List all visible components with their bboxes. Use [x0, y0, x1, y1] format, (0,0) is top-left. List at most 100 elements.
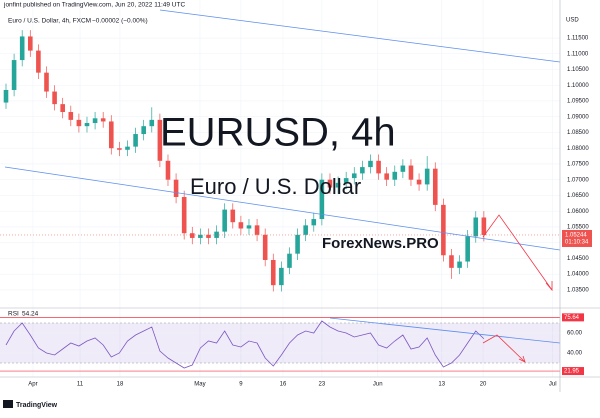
- rsi-level-label: 21.95: [564, 369, 580, 375]
- candle-body: [11, 60, 17, 90]
- candle-body: [36, 50, 41, 73]
- candle-body: [149, 119, 155, 127]
- candle-body: [376, 160, 381, 174]
- candle-body: [327, 179, 333, 188]
- candle-body: [392, 171, 398, 180]
- y-tick-label: 1.04500: [567, 256, 589, 262]
- candle-body: [44, 72, 49, 92]
- trend-line: [159, 9, 561, 63]
- y-tick-label: 1.09000: [567, 114, 589, 120]
- candle-body: [287, 253, 292, 268]
- symbol: Euro / U.S. Dollar, 4h, FXCM: [8, 18, 91, 25]
- y-tick-label: 1.06500: [567, 193, 589, 199]
- logo: [3, 400, 13, 408]
- candle-body: [457, 261, 462, 268]
- x-tick-label: 23: [319, 382, 326, 388]
- arrow-head: [545, 281, 553, 292]
- candle-body: [198, 234, 203, 238]
- x-tick-label: 11: [77, 382, 84, 388]
- candle-body: [311, 219, 317, 226]
- x-tick-label: 20: [480, 382, 487, 388]
- rsi-level-label: 75.64: [564, 315, 580, 321]
- rsi-level-tag: [562, 313, 584, 322]
- candle-body: [262, 234, 268, 260]
- candle-body: [222, 209, 227, 232]
- candle-body: [68, 112, 74, 120]
- published: jonfint published on TradingView.com, Ju…: [3, 2, 185, 9]
- candle-body: [319, 179, 325, 220]
- rsi-arrow: [482, 334, 526, 363]
- x-tick-label: Apr: [28, 382, 37, 388]
- candle-body: [368, 160, 373, 168]
- rsi-level-tag: [562, 367, 584, 376]
- candle-body: [335, 182, 341, 188]
- change: −0.00002 (−0.00%): [92, 18, 148, 25]
- candle-body: [416, 179, 422, 185]
- candle-body: [303, 225, 308, 235]
- x-tick-label: May: [194, 382, 205, 388]
- candle-body: [76, 119, 82, 127]
- y-tick-label: 1.11000: [567, 51, 589, 57]
- candle-body: [27, 36, 33, 51]
- x-tick-label: 13: [438, 382, 445, 388]
- candle-body: [117, 148, 122, 150]
- candle-body: [270, 259, 276, 286]
- candle-body: [408, 165, 414, 180]
- x-tick-label: 16: [280, 382, 287, 388]
- y-tick-label: 1.09500: [567, 99, 589, 105]
- candle-body: [384, 173, 389, 180]
- candle-body: [254, 225, 260, 235]
- candle-body: [108, 121, 114, 149]
- rsi-tick-label: 60.00: [567, 331, 583, 337]
- candle-body: [465, 236, 470, 262]
- rsi-value: 54.24: [22, 311, 39, 318]
- candle-body: [125, 146, 130, 150]
- arrow-head: [518, 355, 526, 363]
- candle-body: [189, 233, 195, 238]
- y-tick-label: 1.08500: [567, 130, 589, 136]
- candle-body: [343, 178, 349, 183]
- candle-body: [141, 126, 146, 135]
- y-tick-label: 1.10000: [567, 83, 589, 89]
- candle-body: [92, 118, 98, 124]
- brand: ForexNews.PRO: [322, 235, 439, 252]
- candle-body: [295, 234, 300, 254]
- candle-body: [432, 168, 438, 205]
- candle-body: [173, 179, 179, 198]
- x-tick-label: Jun: [373, 382, 383, 388]
- candle-body: [84, 123, 90, 127]
- y-tick-label: 1.07000: [567, 177, 589, 183]
- candle-body: [400, 165, 406, 172]
- watermark-sub: Euro / U.S. Dollar: [190, 174, 361, 199]
- candle-body: [19, 36, 25, 61]
- currency: USD: [566, 18, 579, 24]
- candle-body: [3, 89, 9, 103]
- candle-body: [424, 168, 430, 185]
- candle-body: [165, 160, 171, 180]
- y-tick-label: 1.10500: [567, 67, 589, 73]
- rsi-trend-line: [329, 317, 561, 344]
- candle-body: [133, 134, 138, 147]
- y-tick-label: 1.06000: [567, 209, 589, 215]
- x-tick-label: Jul: [549, 382, 557, 388]
- y-tick-label: 1.04000: [567, 272, 589, 278]
- candle-body: [157, 119, 163, 161]
- candle-body: [351, 173, 357, 179]
- candle-body: [206, 234, 211, 238]
- candle-body: [100, 118, 106, 122]
- y-tick-label: 1.03500: [567, 287, 589, 293]
- countdown: 01:10:34: [565, 240, 589, 246]
- forecast-arrow: [482, 214, 553, 291]
- rsi-line: [5, 320, 485, 369]
- y-tick-label: 1.07500: [567, 162, 589, 168]
- y-tick-label: 1.08000: [567, 146, 589, 152]
- last-price-label: 1.05244: [565, 233, 587, 239]
- rsi-tick-label: 40.00: [567, 351, 583, 357]
- trend-line: [4, 166, 561, 251]
- footer: TradingView: [16, 402, 58, 409]
- candle-body: [238, 222, 244, 229]
- candle-body: [279, 267, 284, 286]
- candle-body: [246, 225, 252, 229]
